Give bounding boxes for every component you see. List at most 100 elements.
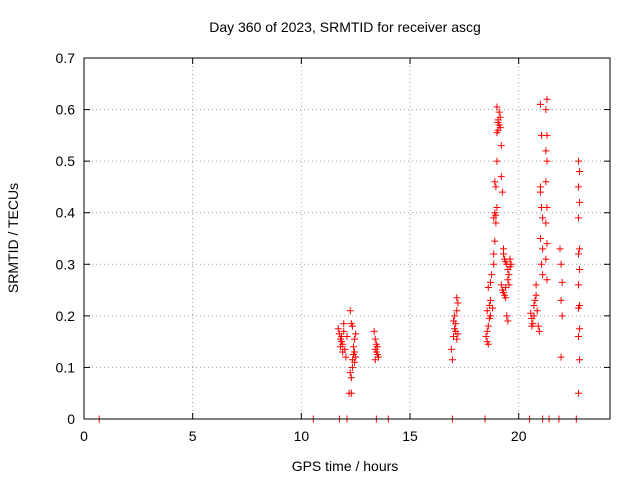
- data-point: [576, 245, 584, 253]
- data-point: [450, 317, 458, 325]
- data-point: [576, 356, 584, 364]
- data-point: [491, 237, 499, 245]
- data-point: [483, 307, 491, 315]
- data-point: [352, 353, 360, 361]
- data-point: [574, 250, 582, 258]
- data-point: [486, 312, 494, 320]
- y-tick-label: 0.2: [56, 308, 76, 324]
- data-point: [499, 245, 507, 253]
- data-point: [543, 131, 551, 139]
- data-point: [538, 260, 546, 268]
- data-point: [346, 369, 354, 377]
- y-axis-ticks: 0 0.1 0.2 0.3 0.4 0.5 0.6 0.7: [56, 50, 610, 427]
- data-point: [484, 340, 492, 348]
- data-point: [574, 281, 582, 289]
- data-point: [504, 276, 512, 284]
- data-point: [557, 296, 565, 304]
- data-point: [576, 325, 584, 333]
- data-point: [539, 271, 547, 279]
- data-point: [542, 255, 550, 263]
- y-tick-label: 0.4: [56, 205, 76, 221]
- x-tick-label: 0: [80, 428, 88, 444]
- data-point: [342, 353, 350, 361]
- data-point: [490, 260, 498, 268]
- grid-lines: [84, 58, 610, 419]
- data-point: [576, 265, 584, 273]
- x-tick-label: 5: [189, 428, 197, 444]
- data-point: [531, 296, 539, 304]
- data-point: [532, 291, 540, 299]
- data-point: [492, 211, 500, 219]
- data-point: [490, 250, 498, 258]
- data-point: [574, 332, 582, 340]
- data-point: [493, 129, 501, 137]
- data-point: [347, 389, 355, 397]
- data-point: [574, 389, 582, 397]
- data-point: [488, 271, 496, 279]
- data-points: [95, 95, 584, 423]
- x-axis-label: GPS time / hours: [292, 458, 399, 474]
- data-point: [483, 327, 491, 335]
- data-point: [496, 124, 504, 132]
- y-tick-label: 0.5: [56, 153, 76, 169]
- data-point: [451, 312, 459, 320]
- data-point: [502, 283, 510, 291]
- x-tick-label: 15: [402, 428, 418, 444]
- data-point: [447, 345, 455, 353]
- chart-title: Day 360 of 2023, SRMTID for receiver asc…: [209, 19, 481, 35]
- data-point: [448, 356, 456, 364]
- data-point: [454, 330, 462, 338]
- data-point: [536, 235, 544, 242]
- data-point: [557, 260, 565, 268]
- data-point: [574, 304, 582, 312]
- data-point: [371, 335, 379, 343]
- x-axis-ticks: 0 5 10 15 20: [80, 58, 527, 444]
- data-point: [539, 214, 547, 222]
- data-point: [532, 281, 540, 289]
- data-point: [543, 95, 551, 103]
- data-point: [348, 322, 356, 330]
- data-point: [503, 312, 511, 320]
- data-point: [350, 343, 358, 351]
- data-point: [542, 106, 550, 114]
- data-point: [334, 325, 342, 333]
- data-point: [530, 312, 538, 320]
- data-point: [371, 356, 379, 364]
- data-point: [484, 322, 492, 330]
- data-point: [491, 178, 499, 186]
- data-point: [497, 173, 505, 181]
- data-point: [505, 271, 513, 279]
- data-point: [539, 245, 547, 253]
- data-point: [343, 332, 351, 340]
- plot-frame: [83, 57, 611, 420]
- y-axis-label: SRMTID / TECUs: [5, 183, 21, 293]
- data-point: [507, 260, 515, 268]
- data-point: [495, 108, 503, 116]
- y-tick-label: 0.3: [56, 256, 76, 272]
- data-point: [497, 281, 505, 289]
- y-tick-label: 0.1: [56, 359, 76, 375]
- data-point: [558, 278, 566, 286]
- x-tick-label: 20: [511, 428, 527, 444]
- data-point: [492, 183, 500, 191]
- y-tick-label: 0: [67, 411, 75, 427]
- data-point: [486, 296, 494, 304]
- data-point: [574, 183, 582, 191]
- data-point: [351, 335, 359, 343]
- data-point: [542, 178, 550, 186]
- data-point: [498, 188, 506, 196]
- data-point: [346, 307, 354, 315]
- data-point: [574, 157, 582, 165]
- data-point: [482, 332, 490, 340]
- data-point: [484, 283, 492, 291]
- data-point: [502, 294, 510, 302]
- data-point: [497, 142, 505, 150]
- data-point: [348, 363, 356, 371]
- data-point: [493, 204, 501, 212]
- data-point: [493, 103, 501, 111]
- data-point: [574, 214, 582, 222]
- data-point: [533, 307, 541, 315]
- data-point: [492, 219, 500, 227]
- data-point: [352, 330, 360, 338]
